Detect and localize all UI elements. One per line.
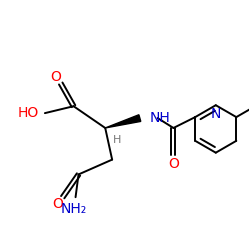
Polygon shape: [105, 115, 141, 128]
Text: O: O: [50, 70, 61, 84]
Text: H: H: [113, 135, 122, 145]
Text: N: N: [210, 107, 221, 121]
Text: O: O: [52, 197, 63, 211]
Text: O: O: [168, 156, 179, 170]
Text: NH: NH: [150, 111, 171, 125]
Text: NH₂: NH₂: [60, 202, 87, 216]
Text: HO: HO: [18, 106, 39, 120]
